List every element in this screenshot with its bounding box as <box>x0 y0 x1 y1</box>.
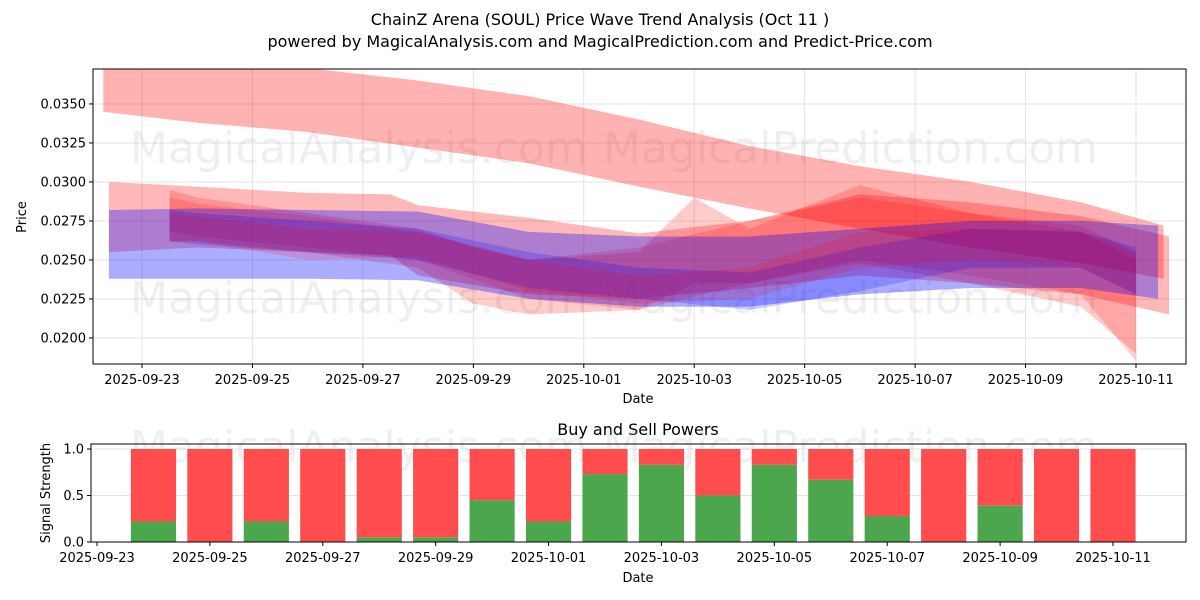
buy-bar <box>751 464 797 542</box>
main-x-tick-label: 2025-10-09 <box>988 373 1064 388</box>
sell-bar <box>1090 449 1136 542</box>
main-x-tick-label: 2025-09-23 <box>104 373 180 388</box>
chart-title: ChainZ Arena (SOUL) Price Wave Trend Ana… <box>370 10 830 29</box>
buy-bar <box>977 505 1023 542</box>
main-x-tick-label: 2025-09-27 <box>325 373 401 388</box>
sell-bar <box>695 449 741 496</box>
bar-x-tick-label: 2025-10-09 <box>962 551 1038 566</box>
bar-x-tick-label: 2025-10-11 <box>1075 551 1151 566</box>
main-y-axis-label: Price <box>15 201 30 233</box>
sell-bar <box>187 449 233 542</box>
main-y-tick-label: 0.0250 <box>41 253 87 268</box>
band-purple-core <box>169 213 1137 304</box>
sell-bar <box>413 449 459 538</box>
buy-bar <box>582 474 628 542</box>
buy-bar <box>864 515 910 542</box>
bar-x-axis-label: Date <box>622 571 653 586</box>
watermark-prediction-bottom: MagicalPrediction.com <box>603 273 1098 324</box>
sell-bar <box>638 449 685 465</box>
bar-x-tick-label: 2025-10-01 <box>511 551 587 566</box>
sell-bar <box>1033 449 1080 542</box>
sell-bar <box>751 449 797 465</box>
main-x-ticks: 2025-09-23 2025-09-25 2025-09-27 2025-09-29… <box>104 364 1174 388</box>
buy-bar <box>130 521 177 542</box>
band-red-wave-1 <box>108 181 1170 315</box>
buy-bar <box>808 479 854 542</box>
main-x-tick-label: 2025-09-29 <box>436 373 512 388</box>
price-wave-bands <box>103 69 1170 362</box>
buy-bar <box>413 537 459 542</box>
sell-bar <box>300 449 346 542</box>
watermark-analysis-top: MagicalAnalysis.com <box>130 123 588 174</box>
bar-x-tick-label: 2025-09-23 <box>59 551 135 566</box>
band-blue-wave-1 <box>108 208 1159 307</box>
watermark-analysis-bottom: MagicalAnalysis.com <box>130 273 588 324</box>
sell-bar <box>977 449 1023 506</box>
main-y-tick-label: 0.0275 <box>41 214 87 229</box>
main-y-tick-label: 0.0300 <box>41 175 87 190</box>
sell-bar <box>808 449 854 480</box>
main-y-tick-label: 0.0200 <box>41 331 87 346</box>
bar-x-tick-label: 2025-09-25 <box>172 551 248 566</box>
bar-x-tick-label: 2025-10-07 <box>849 551 925 566</box>
main-plot-frame <box>92 68 1187 365</box>
bar-x-tick-label: 2025-09-27 <box>285 551 361 566</box>
watermark-prediction-top: MagicalPrediction.com <box>603 123 1098 174</box>
bar-y-tick-label: 1.0 <box>63 443 84 458</box>
main-x-tick-label: 2025-10-07 <box>877 373 953 388</box>
buy-sell-bars <box>130 449 1136 542</box>
sell-bar <box>921 449 967 542</box>
buy-bar <box>469 500 515 542</box>
main-x-tick-label: 2025-10-01 <box>546 373 622 388</box>
sell-bar <box>130 449 177 522</box>
main-grid <box>93 69 1186 364</box>
buy-bar <box>525 521 572 542</box>
sell-bar <box>469 449 515 501</box>
band-blue-wave-2 <box>169 210 1137 310</box>
sell-bar <box>525 449 572 522</box>
buy-bar <box>356 537 402 542</box>
main-x-tick-label: 2025-10-05 <box>767 373 843 388</box>
band-red-wave-2 <box>169 185 1137 354</box>
bar-x-ticks: 2025-09-23 2025-09-25 2025-09-27 2025-09-29… <box>59 542 1151 566</box>
bar-chart-title: Buy and Sell Powers <box>557 420 719 439</box>
bar-x-tick-label: 2025-10-05 <box>737 551 813 566</box>
sell-bar <box>582 449 628 475</box>
sell-bar <box>864 449 910 516</box>
main-y-tick-label: 0.0350 <box>41 97 87 112</box>
buy-bar <box>243 521 289 542</box>
chart-subtitle: powered by MagicalAnalysis.com and Magic… <box>267 32 933 51</box>
sell-bar <box>243 449 289 522</box>
main-x-tick-label: 2025-10-11 <box>1098 373 1174 388</box>
sell-bar <box>356 449 402 538</box>
main-y-tick-label: 0.0225 <box>41 292 87 307</box>
main-x-axis-label: Date <box>622 392 653 407</box>
main-x-tick-label: 2025-09-25 <box>215 373 291 388</box>
main-watermarks: MagicalAnalysis.com MagicalPrediction.co… <box>130 123 1098 324</box>
bar-plot-frame <box>90 443 1187 543</box>
band-upper-red-wave <box>103 69 1164 279</box>
main-x-tick-label: 2025-10-03 <box>656 373 732 388</box>
bar-x-tick-label: 2025-09-29 <box>398 551 474 566</box>
bar-x-tick-label: 2025-10-03 <box>624 551 700 566</box>
main-y-ticks: 0.0200 0.0225 0.0250 0.0275 0.0300 0.0325 0.03… <box>41 97 93 346</box>
bar-y-axis-label: Signal Strength <box>39 443 54 543</box>
band-red-wave-3 <box>169 197 1137 362</box>
bar-y-ticks: 0.0 0.5 1.0 <box>63 443 91 551</box>
buy-bar <box>638 464 685 542</box>
bar-y-tick-label: 0.0 <box>63 536 84 551</box>
main-y-tick-label: 0.0325 <box>41 136 87 151</box>
bar-y-tick-label: 0.5 <box>63 489 84 504</box>
buy-bar <box>695 495 741 542</box>
